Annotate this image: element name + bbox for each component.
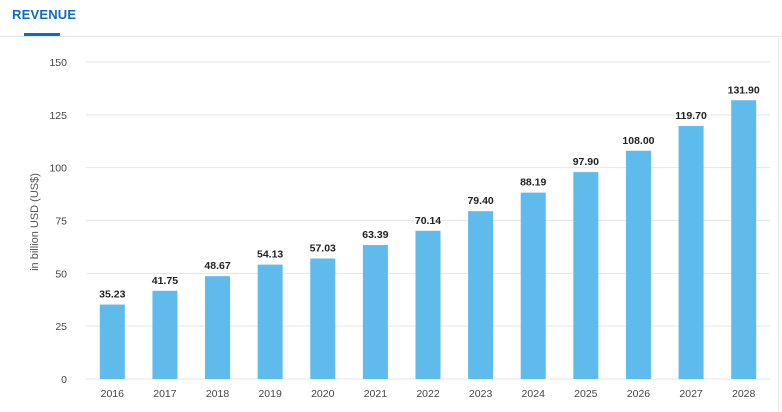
data-label: 97.90	[573, 156, 599, 168]
data-label: 41.75	[152, 275, 178, 287]
panel-divider	[778, 36, 779, 412]
revenue-bar-chart: 0 25 50 75 100 125 150 35.23 41.75 48.67 54.13 57.…	[29, 57, 770, 400]
data-label: 48.67	[204, 260, 230, 272]
tab-bar: REVENUE	[0, 0, 782, 37]
x-tick-label: 2023	[469, 388, 493, 400]
data-labels: 35.23 41.75 48.67 54.13 57.03 63.39 70.14 79.40…	[99, 84, 760, 300]
x-tick-label: 2027	[679, 388, 703, 400]
y-tick-label: 150	[49, 57, 67, 69]
y-tick-label: 0	[61, 374, 67, 386]
bar-2017[interactable]	[152, 290, 178, 379]
bar-2025[interactable]	[573, 172, 599, 379]
x-tick-label: 2020	[311, 388, 335, 400]
bar-2028[interactable]	[731, 100, 757, 379]
x-tick-label: 2019	[258, 388, 282, 400]
y-axis-ticks: 0 25 50 75 100 125 150	[49, 57, 67, 386]
x-tick-label: 2028	[732, 388, 756, 400]
bar-2018[interactable]	[205, 276, 231, 379]
x-tick-label: 2022	[416, 388, 440, 400]
y-axis-label: in billion USD (US$)	[29, 173, 41, 271]
x-tick-label: 2024	[522, 388, 546, 400]
y-tick-label: 75	[55, 216, 67, 228]
data-label: 35.23	[99, 289, 125, 301]
data-label: 57.03	[310, 242, 336, 254]
tab-active-indicator	[24, 33, 60, 36]
y-tick-label: 25	[55, 321, 67, 333]
bar-2026[interactable]	[625, 150, 651, 379]
x-tick-label: 2018	[206, 388, 230, 400]
data-label: 63.39	[362, 229, 388, 241]
y-tick-label: 125	[49, 110, 67, 122]
x-tick-label: 2016	[101, 388, 125, 400]
x-axis-ticks: 2016 2017 2018 2019 2020 2021 2022 2023 2024 2025…	[101, 388, 756, 400]
x-tick-label: 2025	[574, 388, 598, 400]
data-label: 119.70	[675, 110, 707, 122]
data-label: 79.40	[467, 195, 493, 207]
bar-2024[interactable]	[520, 192, 546, 379]
tab-revenue[interactable]: REVENUE	[12, 7, 77, 22]
bar-2020[interactable]	[310, 258, 336, 379]
bars	[99, 100, 757, 379]
data-label: 70.14	[415, 215, 441, 227]
data-label: 88.19	[520, 177, 546, 189]
x-tick-label: 2026	[627, 388, 651, 400]
bar-2019[interactable]	[257, 264, 283, 379]
y-tick-label: 50	[55, 268, 67, 280]
data-label: 108.00	[622, 135, 654, 147]
y-tick-label: 100	[49, 163, 67, 175]
x-tick-label: 2021	[364, 388, 388, 400]
bar-2023[interactable]	[468, 211, 494, 379]
data-label: 131.90	[728, 84, 760, 96]
bar-2021[interactable]	[362, 245, 388, 379]
data-label: 54.13	[257, 249, 283, 261]
bar-2027[interactable]	[678, 126, 704, 379]
bar-2022[interactable]	[415, 230, 441, 379]
x-tick-label: 2017	[153, 388, 177, 400]
bar-2016[interactable]	[99, 304, 125, 379]
